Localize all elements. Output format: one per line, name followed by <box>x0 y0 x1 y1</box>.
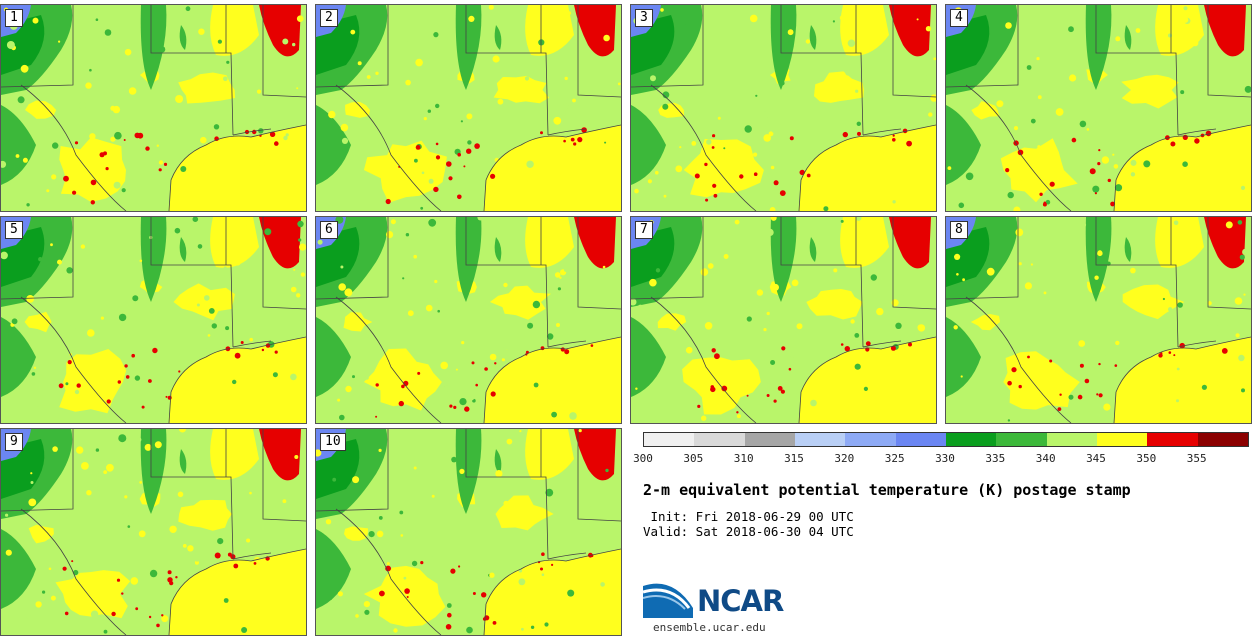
ensemble-member-panel: 5 <box>0 216 307 424</box>
colorbar-tick-label: 320 <box>834 452 855 465</box>
ensemble-member-panel: 4 <box>945 4 1252 212</box>
member-number-label: 1 <box>5 9 23 27</box>
temperature-field-map <box>1 217 306 423</box>
colorbar-tick-label: 315 <box>784 452 804 465</box>
temperature-field-map <box>631 5 936 211</box>
colorbar-tick-label: 345 <box>1086 452 1106 465</box>
chart-title: 2-m equivalent potential temperature (K)… <box>643 481 1131 499</box>
colorbar-segment <box>694 433 745 446</box>
member-number-label: 3 <box>635 9 653 27</box>
temperature-field-map <box>1 429 306 635</box>
colorbar-segment <box>644 433 695 446</box>
temperature-field-map <box>631 217 936 423</box>
member-number-label: 9 <box>5 433 23 451</box>
member-number-label: 5 <box>5 221 23 239</box>
colorbar-tick-label: 300 <box>633 452 653 465</box>
colorbar-tick-label: 330 <box>935 452 955 465</box>
member-number-label: 8 <box>950 221 968 239</box>
valid-time: Valid: Sat 2018-06-30 04 UTC <box>643 524 854 539</box>
member-number-label: 6 <box>320 221 338 239</box>
colorbar-segment <box>996 433 1047 446</box>
colorbar-tick-label: 305 <box>683 452 704 465</box>
ensemble-member-panel: 7 <box>630 216 937 424</box>
colorbar-segment <box>945 433 997 446</box>
temperature-field-map <box>946 217 1251 423</box>
ensemble-member-panel: 2 <box>315 4 622 212</box>
member-number-label: 2 <box>320 9 338 27</box>
colorbar-segment <box>845 433 896 446</box>
logo-text: NCAR <box>697 584 784 618</box>
colorbar-segment <box>794 433 846 446</box>
colorbar-segment <box>1197 433 1248 446</box>
ensemble-member-panel: 1 <box>0 4 307 212</box>
member-number-label: 7 <box>635 221 653 239</box>
ensemble-member-panel: 8 <box>945 216 1252 424</box>
colorbar-segment <box>1096 433 1148 446</box>
temperature-field-map <box>1 5 306 211</box>
temperature-field-map <box>316 217 621 423</box>
member-number-label: 10 <box>320 433 346 451</box>
ensemble-member-panel: 9 <box>0 428 307 636</box>
colorbar <box>643 432 1249 447</box>
temperature-field-map <box>316 5 621 211</box>
colorbar-segment <box>1046 433 1097 446</box>
temperature-field-map <box>946 5 1251 211</box>
colorbar-tick-label: 340 <box>1035 452 1056 465</box>
website-label: ensemble.ucar.edu <box>653 621 766 634</box>
colorbar-tick-label: 310 <box>733 452 754 465</box>
colorbar-segment <box>744 433 795 446</box>
ensemble-member-panel: 3 <box>630 4 937 212</box>
temperature-field-map <box>316 429 621 635</box>
colorbar-segment <box>895 433 946 446</box>
colorbar-tick-label: 335 <box>985 452 1006 465</box>
colorbar-segment <box>1147 433 1198 446</box>
colorbar-tick-label: 325 <box>884 452 905 465</box>
member-number-label: 4 <box>950 9 968 27</box>
init-time: Init: Fri 2018-06-29 00 UTC <box>643 509 854 524</box>
ensemble-member-panel: 6 <box>315 216 622 424</box>
colorbar-tick-label: 350 <box>1136 452 1157 465</box>
colorbar-tick-label: 355 <box>1186 452 1207 465</box>
ncar-logo-icon <box>643 583 693 618</box>
ensemble-member-panel: 10 <box>315 428 622 636</box>
